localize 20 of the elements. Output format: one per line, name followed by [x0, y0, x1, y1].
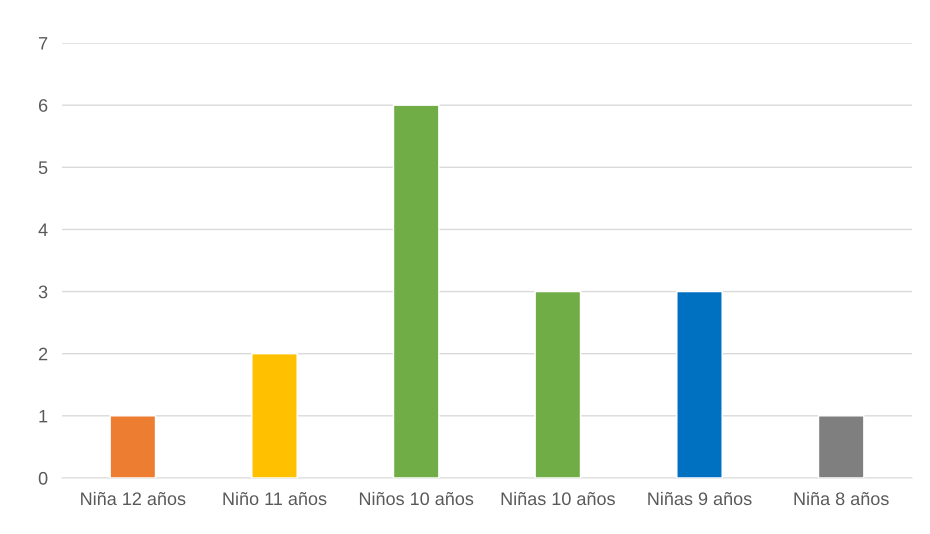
bar: [109, 415, 156, 478]
bar: [818, 415, 865, 478]
x-tick-label: Niñas 9 años: [648, 492, 752, 506]
y-tick-label: 4: [38, 224, 48, 236]
x-tick-label: Niña 12 años: [81, 492, 186, 506]
bar: [251, 353, 298, 478]
bar: [392, 104, 440, 478]
y-tick-label: 7: [38, 37, 48, 50]
x-tick-label: Niño 11 años: [223, 492, 326, 506]
y-tick-label: 5: [38, 161, 48, 174]
y-tick-label: 3: [38, 286, 48, 298]
bar: [534, 290, 582, 478]
y-tick-label: 2: [38, 348, 48, 360]
x-tick-label: Niña 8 años: [794, 492, 889, 506]
x-tick-label: Niñas 10 años: [502, 492, 615, 506]
y-tick-label: 0: [38, 472, 48, 485]
bar: [676, 290, 723, 478]
y-tick-label: 6: [38, 99, 48, 112]
x-tick-label: Niños 10 años: [360, 492, 474, 506]
y-tick-label: 1: [39, 410, 48, 422]
